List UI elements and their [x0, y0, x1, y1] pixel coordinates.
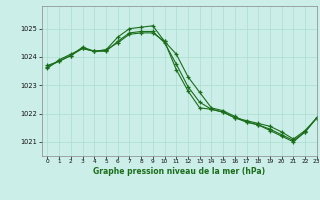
X-axis label: Graphe pression niveau de la mer (hPa): Graphe pression niveau de la mer (hPa)	[93, 167, 265, 176]
